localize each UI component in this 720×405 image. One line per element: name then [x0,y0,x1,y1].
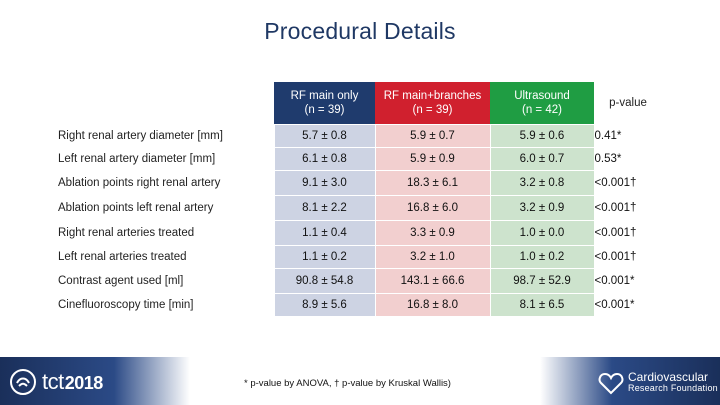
table-row: Right renal arteries treated 1.1 ± 0.4 3… [58,220,662,246]
table-row: Ablation points right renal artery 9.1 ±… [58,170,662,196]
procedural-details-table: RF main only (n = 39) RF main+branches (… [58,82,662,316]
cell-rf-main-only: 1.1 ± 0.4 [273,220,376,246]
tct-logo-icon [10,369,36,395]
footer-bar-left [0,357,190,405]
header-rf-main-branches-label: RF main+branches [383,90,482,102]
header-ultrasound-n: (n = 42) [522,104,562,116]
table-row: Right renal artery diameter [mm] 5.7 ± 0… [58,124,662,148]
table-header-row: RF main only (n = 39) RF main+branches (… [58,82,662,125]
cell-ultrasound: 6.0 ± 0.7 [489,147,595,171]
slide-title: Procedural Details [264,18,456,44]
cell-rf-main-branches: 3.3 ± 0.9 [374,220,491,246]
footer-bar-right [540,357,720,405]
cell-rf-main-only: 6.1 ± 0.8 [273,147,376,171]
header-rf-main-branches: RF main+branches (n = 39) [375,82,490,125]
tct-word: tct [42,369,64,394]
row-label: Ablation points right renal artery [58,177,221,189]
row-label: Contrast agent used [ml] [58,275,184,287]
header-empty-cell [58,82,274,125]
cell-ultrasound: 3.2 ± 0.9 [489,195,595,221]
row-label: Ablation points left renal artery [58,202,214,214]
row-label: Left renal arteries treated [58,251,187,263]
header-p-value-label: p-value [609,97,647,110]
table-row: Ablation points left renal artery 8.1 ± … [58,195,662,221]
cell-ultrasound: 98.7 ± 52.9 [489,268,595,294]
header-p-value: p-value [594,82,662,125]
cell-rf-main-only: 90.8 ± 54.8 [273,268,376,294]
table-row: Cinefluoroscopy time [min] 8.9 ± 5.6 16.… [58,293,662,316]
cell-p-value: <0.001† [594,202,637,214]
cell-rf-main-branches: 16.8 ± 8.0 [374,293,491,316]
row-label: Right renal arteries treated [58,227,195,239]
cell-rf-main-only: 8.1 ± 2.2 [273,195,376,221]
header-rf-main-branches-n: (n = 39) [412,104,453,116]
crf-text: Cardiovascular Research Foundation [628,370,718,394]
header-ultrasound-label: Ultrasound [514,90,570,102]
cell-ultrasound: 8.1 ± 6.5 [489,293,595,316]
table-row: Left renal artery diameter [mm] 6.1 ± 0.… [58,147,662,171]
header-rf-main-only-n: (n = 39) [304,104,345,116]
cell-ultrasound: 1.0 ± 0.2 [489,245,595,269]
header-ultrasound: Ultrasound (n = 42) [490,82,594,125]
tct-wordmark: tct 2018 [42,369,103,395]
cell-rf-main-only: 8.9 ± 5.6 [273,293,376,316]
row-label: Right renal artery diameter [mm] [58,130,223,142]
heart-logo-icon [598,372,624,395]
cell-p-value: <0.001† [594,251,637,263]
cell-p-value: <0.001† [594,227,637,239]
cell-p-value: 0.53* [594,153,622,165]
cell-rf-main-branches: 18.3 ± 6.1 [374,170,491,196]
table-row: Left renal arteries treated 1.1 ± 0.2 3.… [58,245,662,269]
cell-ultrasound: 1.0 ± 0.0 [489,220,595,246]
cell-rf-main-only: 1.1 ± 0.2 [273,245,376,269]
cell-p-value: <0.001* [594,298,635,311]
cell-rf-main-only: 9.1 ± 3.0 [273,170,376,196]
cell-p-value: <0.001* [594,275,635,287]
footnote: * p-value by ANOVA, † p-value by Kruskal… [244,378,451,389]
cell-ultrasound: 3.2 ± 0.8 [489,170,595,196]
cell-p-value: 0.41* [594,130,622,142]
crf-line2: Research Foundation [628,383,718,393]
crf-line1: Cardiovascular [628,370,709,384]
cell-rf-main-branches: 143.1 ± 66.6 [374,268,491,294]
tct-logo: tct 2018 [10,365,140,399]
cell-rf-main-branches: 3.2 ± 1.0 [374,245,491,269]
cell-rf-main-branches: 5.9 ± 0.7 [374,124,491,148]
header-rf-main-only-label: RF main only [290,90,359,102]
cell-ultrasound: 5.9 ± 0.6 [489,124,595,148]
cell-rf-main-branches: 16.8 ± 6.0 [374,195,491,221]
cell-rf-main-branches: 5.9 ± 0.9 [374,147,491,171]
header-rf-main-only: RF main only (n = 39) [274,82,375,125]
tct-year: 2018 [64,373,104,393]
crf-logo: Cardiovascular Research Foundation [598,363,718,403]
table-row: Contrast agent used [ml] 90.8 ± 54.8 143… [58,268,662,294]
cell-rf-main-only: 5.7 ± 0.8 [273,124,376,148]
cell-p-value: <0.001† [594,177,637,189]
row-label: Cinefluoroscopy time [min] [58,298,194,311]
row-label: Left renal artery diameter [mm] [58,153,216,165]
